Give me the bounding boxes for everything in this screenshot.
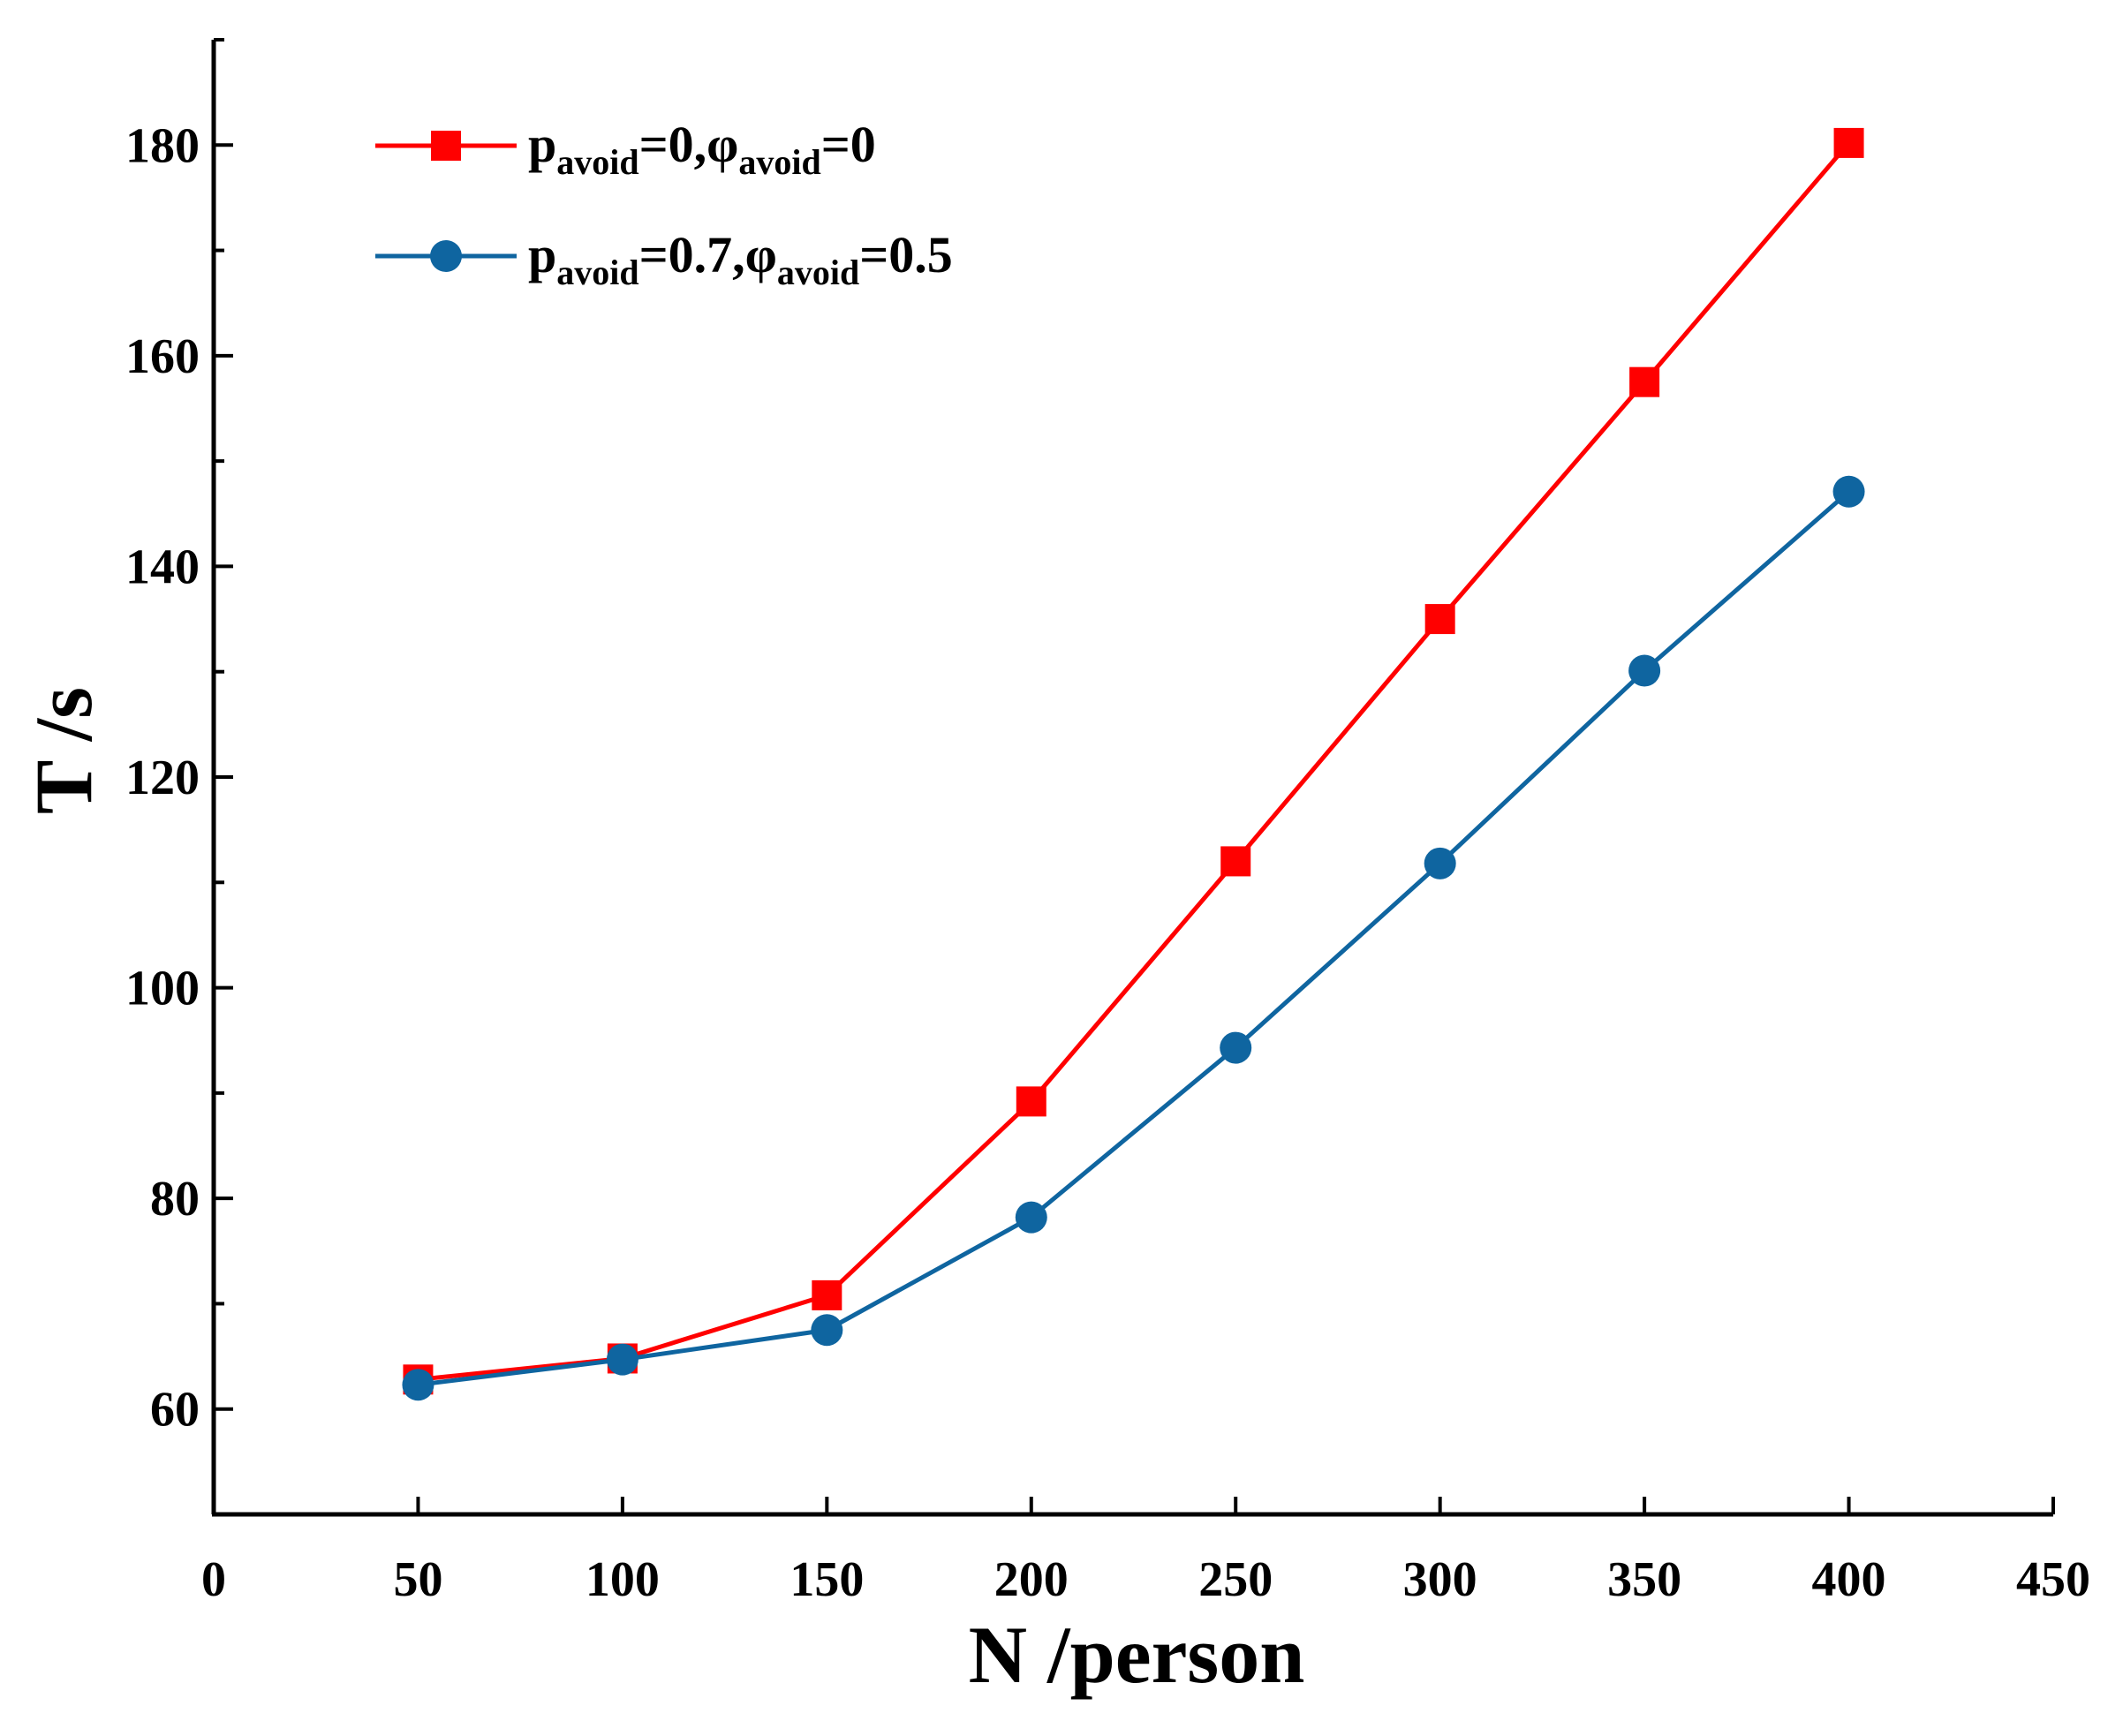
legend-label: pavoid=0,φavoid=0 xyxy=(528,116,876,182)
x-tick-label: 450 xyxy=(2016,1552,2090,1607)
legend-subscript: avoid xyxy=(556,142,638,182)
legend-text-part: p xyxy=(528,226,556,283)
legend-marker-square xyxy=(431,131,461,161)
legend-text-part: =0,φ xyxy=(639,116,739,173)
data-point-circle xyxy=(811,1314,843,1347)
data-point-square xyxy=(812,1279,842,1310)
x-tick-label: 0 xyxy=(201,1552,226,1607)
y-axis-title: T /s xyxy=(19,687,109,814)
series-1 xyxy=(403,127,1864,1395)
y-tick-label: 120 xyxy=(125,751,200,805)
legend-marker-circle xyxy=(430,240,462,272)
ticks: 0 50 100 150 200 250 300 350 400 450 60 80 100 120 140… xyxy=(125,38,2090,1607)
data-point-square xyxy=(1833,127,1864,158)
series-2 xyxy=(402,475,1865,1401)
series-group xyxy=(402,127,1865,1401)
x-tick-label: 200 xyxy=(994,1552,1069,1607)
data-point-circle xyxy=(1220,1031,1252,1064)
data-point-square xyxy=(1220,846,1251,877)
axes xyxy=(211,40,2053,1517)
data-point-square xyxy=(1016,1086,1046,1117)
legend-item-1: pavoid=0,φavoid=0 xyxy=(375,116,876,182)
series-line xyxy=(418,141,1851,1382)
series-line xyxy=(418,489,1851,1387)
legend-text-part: =0 xyxy=(821,116,876,173)
x-tick-label: 50 xyxy=(393,1552,442,1607)
legend-text-part: p xyxy=(528,116,556,173)
legend-text-part: =0.5 xyxy=(859,226,953,283)
x-tick-label: 250 xyxy=(1198,1552,1273,1607)
y-tick-label: 60 xyxy=(150,1383,200,1438)
x-axis-title: N /person xyxy=(969,1610,1305,1700)
legend-subscript: avoid xyxy=(556,253,638,292)
y-tick-label: 140 xyxy=(125,540,200,594)
data-point-circle xyxy=(1832,475,1865,508)
data-point-circle xyxy=(402,1369,434,1401)
data-point-circle xyxy=(1015,1201,1047,1234)
x-tick-label: 300 xyxy=(1403,1552,1477,1607)
data-point-circle xyxy=(1424,847,1456,879)
data-point-square xyxy=(1629,366,1660,397)
data-point-circle xyxy=(606,1343,638,1376)
x-tick-label: 150 xyxy=(790,1552,864,1607)
legend-text-part: =0.7,φ xyxy=(639,226,777,283)
legend-label: pavoid=0.7,φavoid=0.5 xyxy=(528,226,953,292)
data-point-square xyxy=(1424,604,1455,635)
y-tick-label: 80 xyxy=(150,1172,200,1227)
y-tick-label: 180 xyxy=(125,118,200,173)
x-tick-label: 350 xyxy=(1607,1552,1681,1607)
y-tick-label: 160 xyxy=(125,329,200,384)
data-point-circle xyxy=(1628,654,1661,687)
legend-subscript: avoid xyxy=(738,142,820,182)
y-tick-label: 100 xyxy=(125,962,200,1016)
legend-subscript: avoid xyxy=(777,253,859,292)
x-tick-label: 100 xyxy=(586,1552,660,1607)
legend-item-2: pavoid=0.7,φavoid=0.5 xyxy=(375,226,953,292)
x-tick-label: 400 xyxy=(1812,1552,1886,1607)
